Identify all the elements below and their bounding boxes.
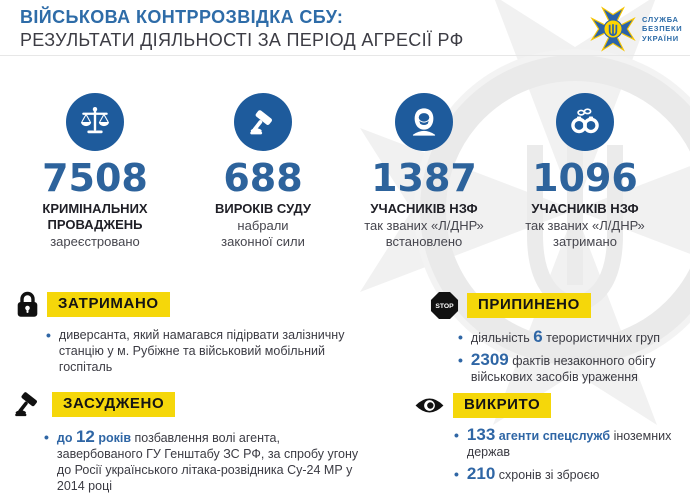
sbu-cross-icon: [590, 6, 636, 52]
section-title-badge: ВИКРИТО: [453, 393, 552, 418]
sbu-logo: СЛУЖБА БЕЗПЕКИ УКРАЇНИ: [590, 6, 682, 52]
section-title-badge: ПРИПИНЕНО: [467, 293, 591, 318]
lock-icon: [17, 291, 38, 317]
stat-label: УЧАСНИКІВ НЗФ: [531, 201, 639, 216]
handcuffs-icon: [556, 93, 614, 151]
list-item: 2309 фактів незаконного обігу військових…: [458, 351, 686, 385]
section-title-badge: ЗАСУДЖЕНО: [52, 391, 176, 417]
stop-icon: STOP: [430, 291, 459, 320]
section-title-badge: ЗАТРИМАНО: [47, 292, 170, 317]
list-item: 133 агенти спецслужб іноземних держав: [454, 426, 682, 460]
list-item: до 12 років позбавлення волі агента, зав…: [44, 428, 366, 494]
section-zatrymano: ЗАТРИМАНО диверсанта, який намагався під…: [16, 291, 362, 381]
gavel-icon: [15, 392, 37, 417]
list-item: 210 схронів зі зброєю: [454, 465, 682, 483]
stat-sublabel: так званих «Л/ДНР» затримано: [525, 218, 645, 249]
stat-nzf-identified: 1387 УЧАСНИКІВ НЗФ так званих «Л/ДНР» вс…: [339, 93, 509, 250]
svg-text:STOP: STOP: [435, 303, 454, 310]
trident-icon: [608, 24, 618, 37]
bullet-icon: [458, 329, 463, 346]
section-prypyneno: STOP ПРИПИНЕНО діяльність 6 терористични…: [430, 291, 686, 391]
bullet-icon: [454, 466, 459, 483]
stat-value: 7508: [42, 156, 148, 200]
section-zasudzheno: ЗАСУДЖЕНО до 12 років позбавлення волі а…: [12, 388, 366, 500]
stat-value: 688: [223, 156, 303, 200]
bullet-icon: [46, 327, 51, 375]
header-divider: [0, 55, 690, 56]
bullet-icon: [458, 352, 463, 385]
bullet-icon: [44, 429, 49, 494]
section-vykryto: ВИКРИТО 133 агенти спецслужб іноземних д…: [414, 393, 682, 489]
stat-sublabel: набрали законної сили: [221, 218, 305, 249]
balaclava-icon: [395, 93, 453, 151]
list-item: діяльність 6 терористичних груп: [458, 328, 686, 346]
stat-label: КРИМІНАЛЬНИХ ПРОВАДЖЕНЬ: [42, 201, 148, 232]
stat-label: УЧАСНИКІВ НЗФ: [370, 201, 478, 216]
stat-court-verdicts: 688 ВИРОКІВ СУДУ набрали законної сили: [178, 93, 348, 250]
page-subtitle: РЕЗУЛЬТАТИ ДІЯЛЬНОСТІ ЗА ПЕРІОД АГРЕСІЇ …: [20, 30, 464, 50]
stat-nzf-detained: 1096 УЧАСНИКІВ НЗФ так званих «Л/ДНР» за…: [500, 93, 670, 250]
eye-icon: [415, 398, 444, 413]
stat-sublabel: так званих «Л/ДНР» встановлено: [364, 218, 484, 249]
stat-value: 1387: [371, 156, 477, 200]
stat-sublabel: зареєстровано: [50, 234, 140, 249]
gavel-icon: [234, 93, 292, 151]
logo-text: СЛУЖБА БЕЗПЕКИ УКРАЇНИ: [642, 14, 683, 43]
stat-criminal-proceedings: 7508 КРИМІНАЛЬНИХ ПРОВАДЖЕНЬ зареєстрова…: [10, 93, 180, 250]
page-title: ВІЙСЬКОВА КОНТРРОЗВІДКА СБУ:: [20, 7, 344, 27]
stat-label: ВИРОКІВ СУДУ: [214, 201, 312, 216]
bullet-icon: [454, 427, 459, 460]
list-item: диверсанта, який намагався підірвати зал…: [46, 327, 362, 375]
scales-icon: [66, 93, 124, 151]
stat-value: 1096: [532, 156, 638, 200]
